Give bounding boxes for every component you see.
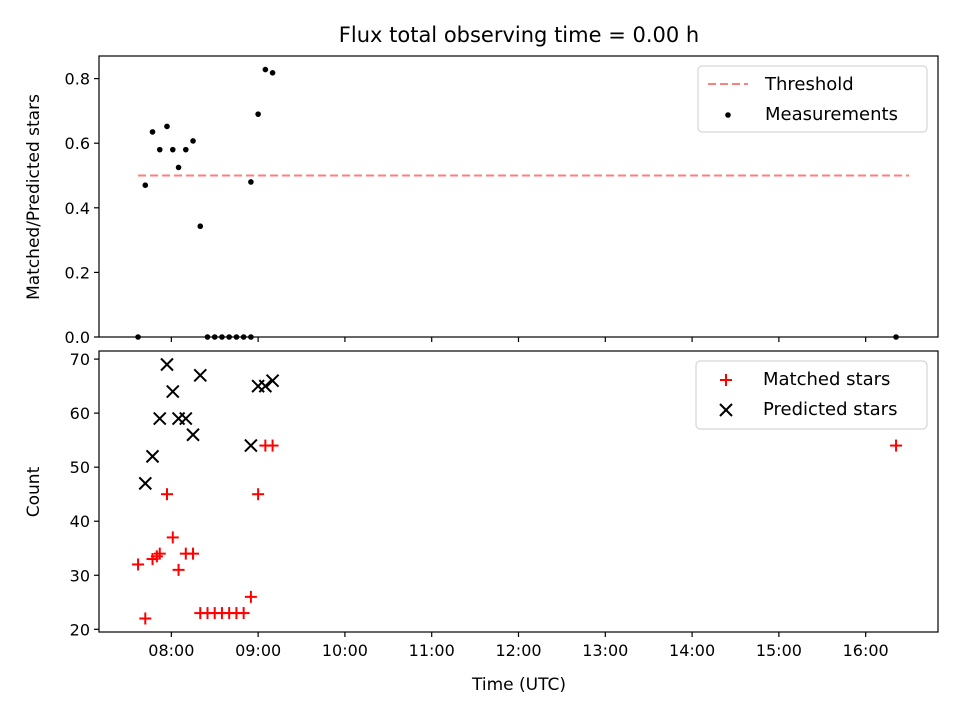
bottom-y-tick-label: 70 — [70, 350, 90, 369]
matched-star-point — [160, 488, 173, 501]
measurement-point — [164, 123, 170, 130]
measurement-point — [269, 69, 276, 76]
measurement-point — [169, 146, 176, 153]
top-x-ticks — [170, 337, 867, 342]
matched-star-point — [252, 488, 265, 501]
matched-star-point — [153, 547, 166, 560]
legend-threshold-label: Threshold — [764, 74, 854, 95]
predicted-star-point — [166, 384, 180, 399]
measurement-point — [197, 223, 204, 230]
matched-star-point — [139, 612, 152, 625]
measurement-point — [248, 179, 254, 185]
predicted-star-point — [186, 428, 200, 442]
bottom-plot-area — [132, 357, 903, 625]
predicted-star-point — [138, 476, 152, 491]
bottom-legend: Matched stars Predicted stars — [695, 360, 928, 430]
x-tick-label: 09:00 — [235, 641, 281, 660]
x-tick-label: 13:00 — [582, 641, 628, 660]
matched-star-point — [166, 531, 179, 544]
legend-predicted-label: Predicted stars — [763, 399, 897, 420]
bottom-y-tick-label: 30 — [70, 566, 90, 585]
top-y-tick-label: 0.4 — [65, 199, 90, 218]
bottom-x-ticks: 08:00 09:00 10:00 11:00 12:00 13:00 14:00 15:00… — [148, 632, 889, 660]
bottom-y-axis-label: Count — [24, 466, 44, 517]
x-tick-label: 10:00 — [322, 641, 368, 660]
predicted-star-point — [193, 368, 207, 383]
measurement-point — [262, 66, 269, 73]
measurement-point — [142, 182, 149, 188]
top-plot-area — [135, 66, 910, 340]
legend-matched-swatch — [720, 374, 732, 386]
matched-star-point — [890, 439, 903, 452]
bottom-panel: 20 30 40 50 60 70 08:00 09:00 10:00 11:00 12:00 13… — [24, 350, 939, 695]
top-y-tick-label: 0.6 — [65, 134, 90, 153]
measurement-point — [255, 111, 261, 117]
measurement-point — [190, 138, 196, 144]
x-tick-label: 11:00 — [409, 641, 455, 660]
predicted-star-point — [179, 411, 193, 426]
matched-star-point — [172, 563, 185, 576]
legend-matched-label: Matched stars — [763, 369, 890, 390]
top-legend-box — [697, 65, 928, 133]
matched-star-point — [150, 550, 163, 563]
matched-star-point — [266, 439, 279, 452]
x-tick-label: 16:00 — [843, 641, 889, 660]
x-tick-label: 08:00 — [148, 641, 194, 660]
predicted-star-point — [258, 379, 273, 393]
matched-star-point — [132, 558, 145, 571]
bottom-y-tick-label: 60 — [70, 404, 90, 423]
predicted-star-point — [244, 438, 258, 453]
x-tick-label: 15:00 — [756, 641, 802, 660]
measurement-point — [175, 164, 182, 171]
matched-star-point — [187, 547, 200, 560]
top-y-ticks: 0.0 0.2 0.4 0.6 0.8 — [65, 70, 99, 347]
bottom-legend-box — [695, 360, 928, 430]
x-tick-label: 14:00 — [669, 641, 715, 660]
top-legend: Threshold Measurements — [697, 65, 928, 133]
legend-measurements-swatch — [725, 112, 731, 118]
matched-star-point — [244, 590, 257, 603]
predicted-star-point — [160, 357, 174, 372]
bottom-y-tick-label: 40 — [70, 512, 90, 531]
legend-measurements-label: Measurements — [765, 104, 898, 125]
measurement-point — [149, 129, 156, 135]
predicted-star-point — [145, 449, 160, 464]
top-y-tick-label: 0.0 — [65, 328, 90, 347]
top-y-tick-label: 0.8 — [65, 70, 90, 89]
chart-title: Flux total observing time = 0.00 h — [339, 23, 699, 47]
top-y-axis-label: Matched/Predicted stars — [24, 94, 44, 300]
predicted-star-point — [265, 374, 280, 388]
matched-star-point — [237, 607, 250, 620]
measurement-point — [156, 146, 163, 153]
x-tick-label: 12:00 — [495, 641, 541, 660]
top-panel: 0.00.20.40.60.8 Matched/Predicted stars … — [24, 55, 939, 347]
legend-predicted-swatch — [719, 403, 733, 417]
bottom-y-tick-label: 20 — [70, 620, 90, 639]
predicted-star-point — [153, 411, 167, 426]
top-y-tick-label: 0.2 — [65, 263, 90, 282]
bottom-y-tick-label: 50 — [70, 458, 90, 477]
measurement-point — [182, 146, 189, 153]
x-axis-label: Time (UTC) — [471, 675, 566, 695]
bottom-y-ticks: 20 30 40 50 60 70 — [70, 350, 99, 639]
